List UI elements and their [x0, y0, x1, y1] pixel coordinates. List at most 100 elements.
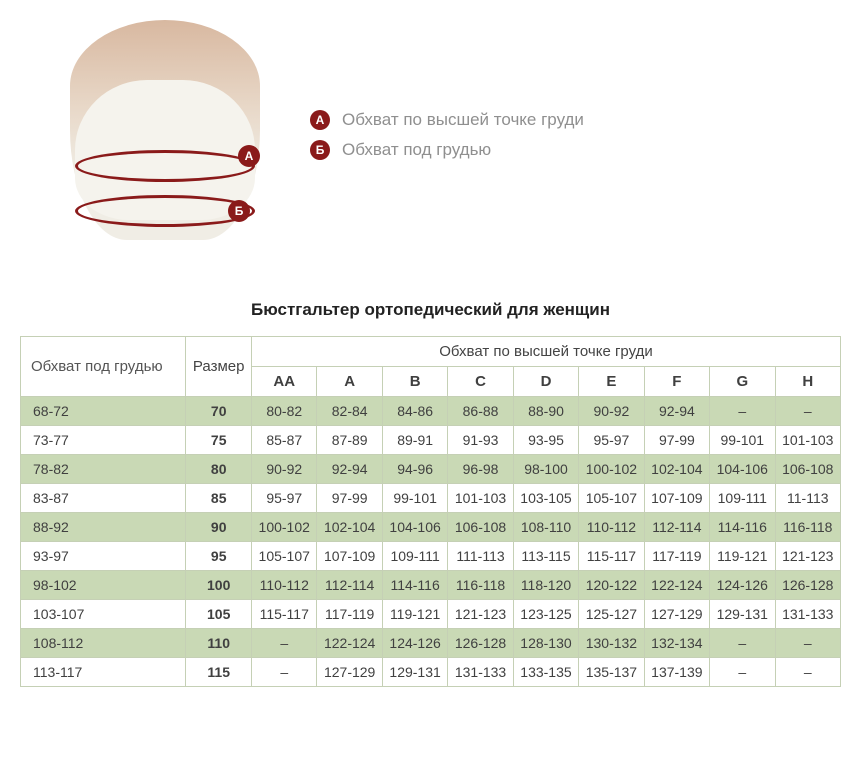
header-cup: H — [775, 367, 840, 397]
table-title: Бюстгальтер ортопедический для женщин — [20, 300, 841, 320]
header-cup: F — [644, 367, 709, 397]
table-row: 83-878595-9797-9999-101101-103103-105105… — [21, 484, 841, 513]
table-row: 93-9795105-107107-109109-111111-113113-1… — [21, 542, 841, 571]
cell-size: 110 — [186, 629, 252, 658]
cell-size: 90 — [186, 513, 252, 542]
cell-value: 91-93 — [448, 426, 513, 455]
cell-value: 90-92 — [252, 455, 317, 484]
cell-value: 92-94 — [317, 455, 382, 484]
cell-size: 115 — [186, 658, 252, 687]
table-row: 78-828090-9292-9494-9696-9898-100100-102… — [21, 455, 841, 484]
cell-value: 97-99 — [644, 426, 709, 455]
cell-value: 123-125 — [513, 600, 578, 629]
cell-value: 124-126 — [710, 571, 775, 600]
cell-value: 133-135 — [513, 658, 578, 687]
cell-under: 113-117 — [21, 658, 186, 687]
cell-value: 137-139 — [644, 658, 709, 687]
cell-value: 107-109 — [317, 542, 382, 571]
cell-value: 114-116 — [710, 513, 775, 542]
cell-under: 93-97 — [21, 542, 186, 571]
cell-value: 93-95 — [513, 426, 578, 455]
cell-value: 121-123 — [775, 542, 840, 571]
header-cup: AA — [252, 367, 317, 397]
cell-under: 73-77 — [21, 426, 186, 455]
cell-value: 129-131 — [382, 658, 447, 687]
header-cup: C — [448, 367, 513, 397]
header-cup: A — [317, 367, 382, 397]
cell-value: 110-112 — [252, 571, 317, 600]
table-row: 88-9290100-102102-104104-106106-108108-1… — [21, 513, 841, 542]
header-cup: B — [382, 367, 447, 397]
legend-row-a: А Обхват по высшей точке груди — [310, 110, 584, 130]
cell-value: 94-96 — [382, 455, 447, 484]
header-cup: G — [710, 367, 775, 397]
top-section: А Б А Обхват по высшей точке груди Б Обх… — [20, 20, 841, 250]
cell-value: 127-129 — [317, 658, 382, 687]
cell-value: 135-137 — [579, 658, 644, 687]
cell-value: 97-99 — [317, 484, 382, 513]
cell-value: 105-107 — [579, 484, 644, 513]
cell-under: 78-82 — [21, 455, 186, 484]
cell-value: 99-101 — [710, 426, 775, 455]
cell-value: 84-86 — [382, 397, 447, 426]
cell-value: 122-124 — [317, 629, 382, 658]
cell-size: 70 — [186, 397, 252, 426]
cell-value: – — [775, 397, 840, 426]
cell-value: 125-127 — [579, 600, 644, 629]
cell-value: 92-94 — [644, 397, 709, 426]
cell-value: 108-110 — [513, 513, 578, 542]
cell-under: 98-102 — [21, 571, 186, 600]
measure-line-a — [75, 150, 255, 182]
cell-value: 96-98 — [448, 455, 513, 484]
legend-row-b: Б Обхват под грудью — [310, 140, 584, 160]
cell-value: 88-90 — [513, 397, 578, 426]
cell-value: 82-84 — [317, 397, 382, 426]
cell-value: – — [252, 629, 317, 658]
cell-value: – — [710, 658, 775, 687]
cell-value: 116-118 — [775, 513, 840, 542]
cell-value: 127-129 — [644, 600, 709, 629]
cell-value: – — [775, 658, 840, 687]
cell-value: 124-126 — [382, 629, 447, 658]
table-head: Обхват под грудью Размер Обхват по высше… — [21, 337, 841, 397]
cell-value: 128-130 — [513, 629, 578, 658]
cell-size: 95 — [186, 542, 252, 571]
cell-value: – — [252, 658, 317, 687]
cell-size: 80 — [186, 455, 252, 484]
cell-value: 109-111 — [382, 542, 447, 571]
cell-value: 114-116 — [382, 571, 447, 600]
cell-value: 11-113 — [775, 484, 840, 513]
cell-value: 126-128 — [448, 629, 513, 658]
cell-value: 104-106 — [710, 455, 775, 484]
table-row: 98-102100110-112112-114114-116116-118118… — [21, 571, 841, 600]
cell-value: 115-117 — [252, 600, 317, 629]
cell-value: 86-88 — [448, 397, 513, 426]
badge-a-icon: А — [238, 145, 260, 167]
cell-value: 131-133 — [448, 658, 513, 687]
size-table: Обхват под грудью Размер Обхват по высше… — [20, 336, 841, 687]
header-size: Размер — [186, 337, 252, 397]
cell-under: 103-107 — [21, 600, 186, 629]
header-cup: E — [579, 367, 644, 397]
cell-value: 119-121 — [710, 542, 775, 571]
cell-value: 99-101 — [382, 484, 447, 513]
table-row: 73-777585-8787-8989-9191-9393-9595-9797-… — [21, 426, 841, 455]
cell-value: – — [775, 629, 840, 658]
table-body: 68-727080-8282-8484-8686-8888-9090-9292-… — [21, 397, 841, 687]
cell-under: 88-92 — [21, 513, 186, 542]
cell-value: 109-111 — [710, 484, 775, 513]
cell-value: 95-97 — [579, 426, 644, 455]
cell-value: 104-106 — [382, 513, 447, 542]
measurement-illustration: А Б — [60, 20, 270, 250]
cell-value: 85-87 — [252, 426, 317, 455]
cell-value: 112-114 — [317, 571, 382, 600]
cell-under: 108-112 — [21, 629, 186, 658]
header-span: Обхват по высшей точке груди — [252, 337, 841, 367]
legend-b-text: Обхват под грудью — [342, 140, 491, 160]
header-under: Обхват под грудью — [21, 337, 186, 397]
cell-value: – — [710, 397, 775, 426]
legend-a-text: Обхват по высшей точке груди — [342, 110, 584, 130]
legend: А Обхват по высшей точке груди Б Обхват … — [310, 110, 584, 160]
cell-size: 105 — [186, 600, 252, 629]
cell-under: 68-72 — [21, 397, 186, 426]
